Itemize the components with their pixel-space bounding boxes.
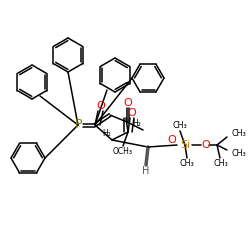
Text: P: P <box>74 118 82 132</box>
Text: OCH₃: OCH₃ <box>113 146 133 156</box>
Text: O: O <box>96 101 106 111</box>
Text: O: O <box>202 140 210 150</box>
Text: CH₃: CH₃ <box>180 160 194 168</box>
Text: CH₃: CH₃ <box>231 128 246 138</box>
Text: Si: Si <box>180 140 190 150</box>
Text: CH₃: CH₃ <box>214 160 228 168</box>
Text: H₂: H₂ <box>102 130 112 138</box>
Text: O: O <box>128 108 136 118</box>
Text: H: H <box>142 166 150 176</box>
Text: H₂: H₂ <box>132 118 141 128</box>
Text: O: O <box>124 98 132 108</box>
Text: CH₃: CH₃ <box>172 122 188 130</box>
Text: O: O <box>168 135 176 145</box>
Text: CH₃: CH₃ <box>231 148 246 158</box>
